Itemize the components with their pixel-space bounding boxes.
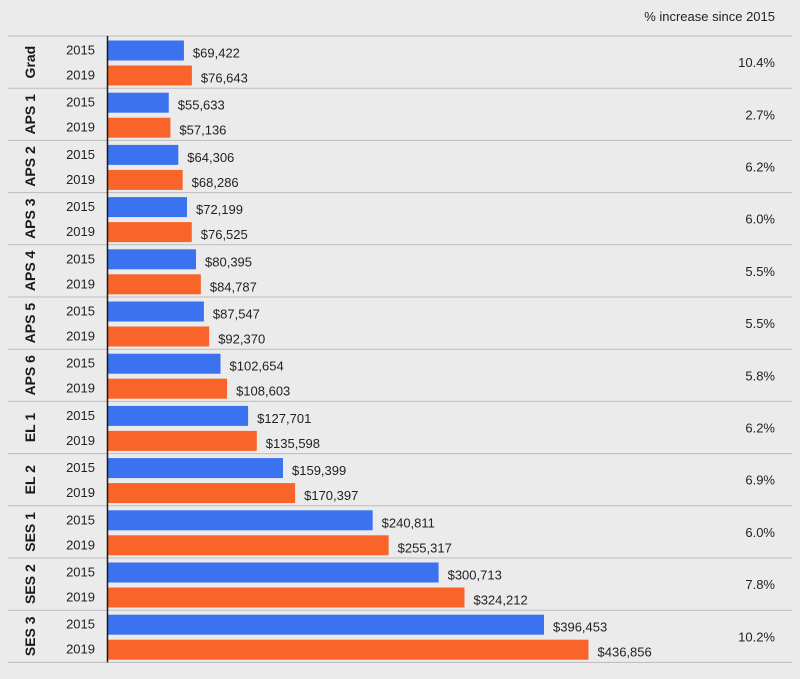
category-label: EL 1: [22, 413, 38, 443]
pct-increase-label: 5.5%: [745, 264, 775, 279]
value-label-2019: $68,286: [192, 175, 239, 190]
value-label-2015: $72,199: [196, 202, 243, 217]
value-label-2019: $135,598: [266, 436, 320, 451]
year-label-2015: 2015: [66, 460, 95, 475]
value-label-2019: $170,397: [304, 488, 358, 503]
pct-increase-label: 6.0%: [745, 525, 775, 540]
bar-2015: [107, 562, 439, 583]
bar-2015: [107, 197, 187, 218]
pct-increase-label: 5.8%: [745, 368, 775, 383]
bar-2019: [107, 378, 228, 399]
bar-2015: [107, 614, 545, 635]
year-label-2015: 2015: [66, 356, 95, 371]
year-label-2019: 2019: [66, 224, 95, 239]
value-label-2019: $76,525: [201, 227, 248, 242]
year-label-2019: 2019: [66, 172, 95, 187]
value-label-2015: $396,453: [553, 620, 607, 635]
value-label-2015: $87,547: [213, 307, 260, 322]
bar-2019: [107, 483, 296, 504]
year-label-2019: 2019: [66, 120, 95, 135]
bar-2015: [107, 40, 184, 61]
year-label-2019: 2019: [66, 590, 95, 605]
year-label-2015: 2015: [66, 617, 95, 632]
year-label-2019: 2019: [66, 276, 95, 291]
pct-increase-label: 7.8%: [745, 577, 775, 592]
category-label: SES 2: [22, 564, 38, 604]
year-label-2019: 2019: [66, 485, 95, 500]
value-label-2015: $80,395: [205, 254, 252, 269]
bar-2019: [107, 169, 183, 190]
year-label-2015: 2015: [66, 408, 95, 423]
bar-2019: [107, 639, 589, 660]
year-label-2019: 2019: [66, 381, 95, 396]
bar-2019: [107, 587, 465, 608]
category-label: APS 5: [22, 303, 38, 344]
pct-increase-header: % increase since 2015: [644, 9, 775, 24]
pct-increase-label: 6.2%: [745, 421, 775, 436]
value-label-2015: $69,422: [193, 46, 240, 61]
category-label: APS 3: [22, 198, 38, 239]
value-label-2019: $255,317: [398, 540, 452, 555]
category-label: APS 6: [22, 355, 38, 396]
value-label-2019: $436,856: [598, 645, 652, 660]
category-label: APS 1: [22, 94, 38, 135]
value-label-2015: $159,399: [292, 463, 346, 478]
year-label-2019: 2019: [66, 537, 95, 552]
pct-increase-label: 2.7%: [745, 107, 775, 122]
value-label-2019: $108,603: [236, 384, 290, 399]
bar-2019: [107, 274, 201, 295]
year-label-2019: 2019: [66, 68, 95, 83]
pct-increase-label: 6.9%: [745, 473, 775, 488]
year-label-2015: 2015: [66, 43, 95, 58]
pct-increase-label: 6.2%: [745, 160, 775, 175]
bar-2019: [107, 430, 257, 451]
value-label-2019: $84,787: [210, 279, 257, 294]
value-label-2019: $92,370: [218, 332, 265, 347]
year-label-2015: 2015: [66, 95, 95, 110]
year-label-2019: 2019: [66, 642, 95, 657]
category-label: APS 4: [22, 250, 38, 291]
value-label-2015: $55,633: [178, 98, 225, 113]
bar-2015: [107, 301, 204, 322]
bar-2015: [107, 353, 221, 374]
year-label-2019: 2019: [66, 329, 95, 344]
bar-2015: [107, 144, 179, 165]
bar-2019: [107, 535, 389, 556]
bar-2015: [107, 249, 197, 270]
bar-2019: [107, 117, 171, 138]
year-label-2015: 2015: [66, 251, 95, 266]
year-label-2015: 2015: [66, 512, 95, 527]
pct-increase-label: 5.5%: [745, 316, 775, 331]
pct-increase-label: 10.2%: [738, 629, 775, 644]
category-label: Grad: [22, 46, 38, 79]
value-label-2019: $324,212: [473, 593, 527, 608]
year-label-2015: 2015: [66, 565, 95, 580]
year-label-2015: 2015: [66, 304, 95, 319]
value-label-2015: $300,713: [448, 568, 502, 583]
value-label-2015: $240,811: [382, 515, 435, 530]
pct-increase-label: 6.0%: [745, 212, 775, 227]
category-label: SES 3: [22, 616, 38, 656]
bar-2015: [107, 405, 249, 426]
year-label-2019: 2019: [66, 433, 95, 448]
value-label-2015: $64,306: [187, 150, 234, 165]
value-label-2019: $76,643: [201, 71, 248, 86]
bar-2015: [107, 510, 373, 531]
bar-2019: [107, 65, 192, 86]
bar-2019: [107, 222, 192, 243]
bar-2015: [107, 458, 284, 479]
year-label-2015: 2015: [66, 147, 95, 162]
category-label: EL 2: [22, 465, 38, 495]
value-label-2015: $102,654: [230, 359, 284, 374]
bar-2015: [107, 92, 169, 113]
bar-2019: [107, 326, 210, 347]
value-label-2019: $57,136: [179, 123, 226, 138]
pct-increase-label: 10.4%: [738, 55, 775, 70]
value-label-2015: $127,701: [257, 411, 311, 426]
year-label-2015: 2015: [66, 199, 95, 214]
category-label: APS 2: [22, 146, 38, 187]
category-label: SES 1: [22, 512, 38, 552]
